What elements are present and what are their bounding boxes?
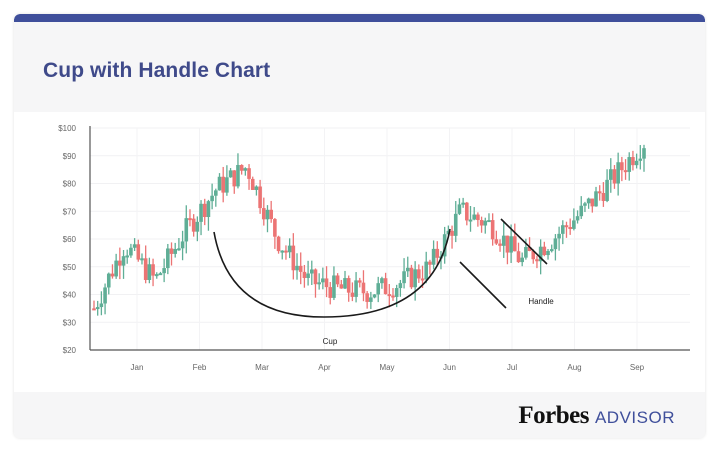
x-tick-label: Jun <box>443 363 456 372</box>
y-tick-label: $40 <box>63 291 77 300</box>
handle-line-lower <box>459 261 507 309</box>
cup-arc <box>213 228 451 318</box>
y-tick-label: $100 <box>58 124 76 133</box>
y-tick-label: $90 <box>63 152 77 161</box>
x-tick-label: Aug <box>567 363 581 372</box>
x-tick-label: Apr <box>318 363 331 372</box>
candles <box>92 144 646 316</box>
x-tick-label: Sep <box>630 363 645 372</box>
y-tick-label: $70 <box>63 207 77 216</box>
card-footer: Forbes ADVISOR <box>14 392 705 438</box>
plot-area: $20 $30 $40 $50 $60 $70 $80 $90 $100 Jan Feb Mar Apr… <box>14 112 705 390</box>
x-tick-label: Mar <box>255 363 269 372</box>
y-tick-label: $20 <box>63 346 77 355</box>
chart-title: Cup with Handle Chart <box>43 59 271 82</box>
x-tick-label: Jul <box>507 363 517 372</box>
accent-bar <box>14 14 705 22</box>
cup-label: Cup <box>323 337 338 346</box>
brand-sub: ADVISOR <box>594 408 675 427</box>
y-tick-label: $50 <box>63 263 77 272</box>
candlestick-chart: $20 $30 $40 $50 $60 $70 $80 $90 $100 Jan Feb Mar Apr… <box>58 124 690 372</box>
x-tick-label: Feb <box>193 363 207 372</box>
brand-logo: Forbes ADVISOR <box>518 402 675 430</box>
y-tick-label: $60 <box>63 235 77 244</box>
y-tick-label: $30 <box>63 318 77 327</box>
chart-card: Cup with Handle Chart $20 $30 $40 $50 $60 $70… <box>14 14 705 438</box>
card-header: Cup with Handle Chart <box>14 22 705 112</box>
x-tick-label: Jan <box>131 363 144 372</box>
handle-line-upper <box>500 218 548 265</box>
brand-main: Forbes <box>518 402 589 429</box>
handle-label: Handle <box>528 297 554 306</box>
y-tick-label: $80 <box>63 180 77 189</box>
x-tick-label: May <box>379 363 394 372</box>
